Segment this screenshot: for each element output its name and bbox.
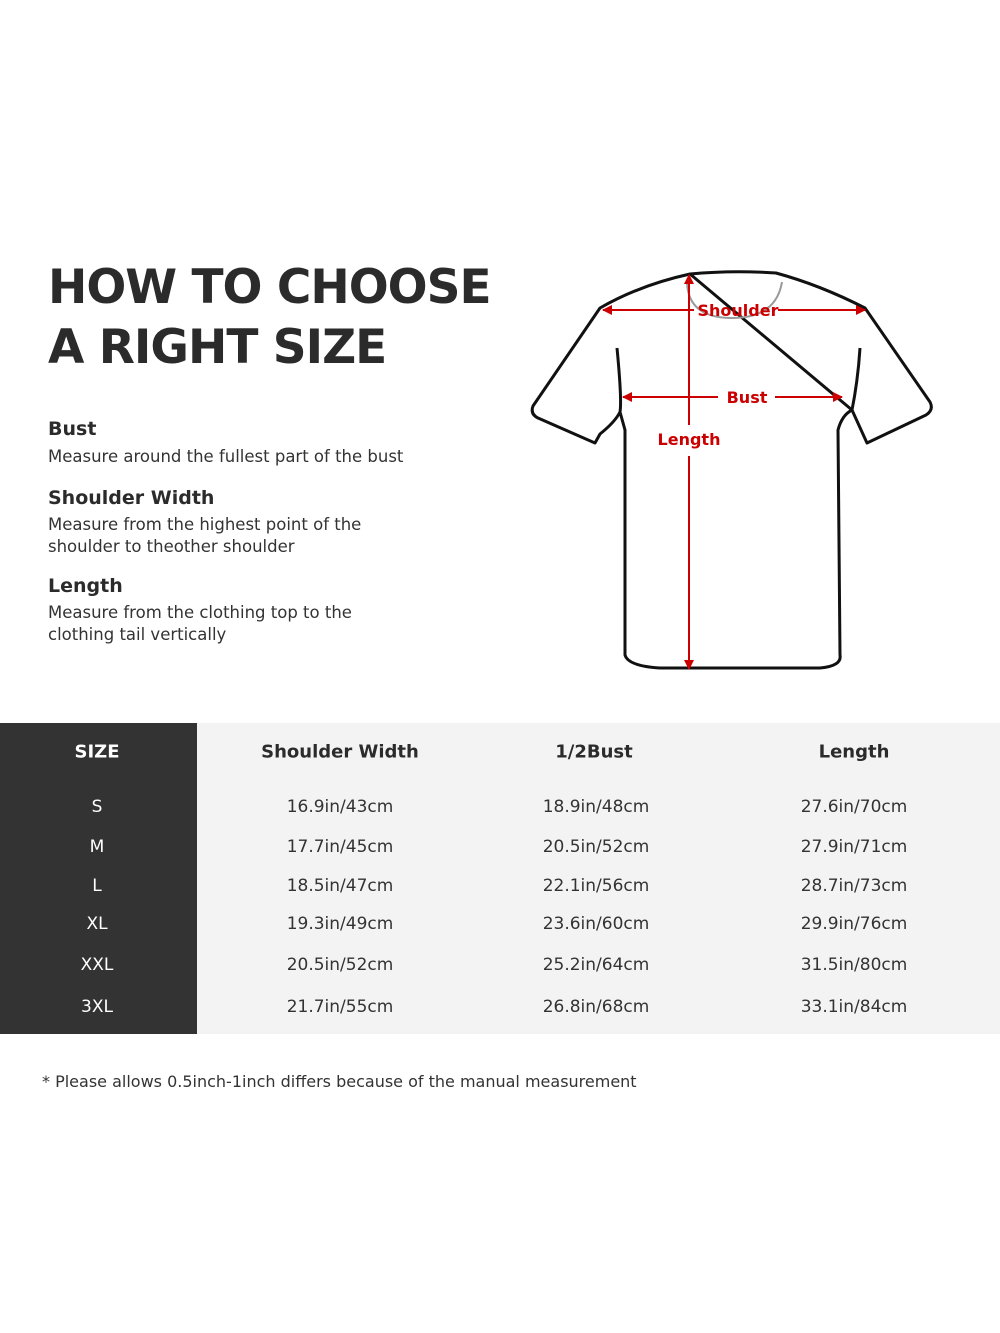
title-line-1: HOW TO CHOOSE [48, 260, 492, 315]
size-table: SIZE S M L XL XXL 3XL Shoulder Width 1/2… [0, 723, 1000, 1034]
length-cell: 28.7in/73cm [800, 876, 908, 896]
shoulder-width-cell: 19.3in/49cm [286, 914, 394, 934]
length-cell: 31.5in/80cm [800, 955, 908, 975]
size-cell: S [91, 797, 103, 817]
length-cell: 27.6in/70cm [800, 797, 908, 817]
shoulder-width-cell: 16.9in/43cm [286, 797, 394, 817]
length-description: Measure from the clothing top to the clo… [48, 603, 352, 644]
bust-heading: Bust [48, 418, 97, 440]
half-bust-cell: 22.1in/56cm [542, 876, 650, 896]
header-length: Length [818, 741, 890, 763]
page-title: HOW TO CHOOSE A RIGHT SIZE [48, 258, 492, 378]
length-heading: Length [48, 575, 123, 597]
shoulder-width-heading: Shoulder Width [48, 487, 215, 509]
half-bust-cell: 18.9in/48cm [542, 797, 650, 817]
half-bust-cell: 25.2in/64cm [542, 955, 650, 975]
size-cell: L [92, 876, 102, 896]
title-line-2: A RIGHT SIZE [48, 320, 387, 375]
size-column: SIZE S M L XL XXL 3XL [0, 723, 197, 1034]
measurement-note: * Please allows 0.5inch-1inch differs be… [42, 1072, 637, 1091]
shoulder-width-cell: 21.7in/55cm [286, 997, 394, 1017]
half-bust-cell: 20.5in/52cm [542, 837, 650, 857]
header-half-bust: 1/2Bust [555, 741, 633, 763]
shoulder-width-cell: 20.5in/52cm [286, 955, 394, 975]
size-cell: XL [86, 914, 108, 934]
bust-label: Bust [727, 388, 768, 407]
shoulder-width-cell: 18.5in/47cm [286, 876, 394, 896]
header-shoulder-width: Shoulder Width [261, 741, 419, 763]
length-cell: 27.9in/71cm [800, 837, 908, 857]
length-cell: 29.9in/76cm [800, 914, 908, 934]
shoulder-label: Shoulder [698, 301, 779, 320]
shoulder-width-description: Measure from the highest point of the sh… [48, 515, 362, 556]
half-bust-cell: 23.6in/60cm [542, 914, 650, 934]
size-cell: XXL [80, 955, 114, 975]
length-label: Length [658, 430, 721, 449]
size-cell: 3XL [81, 997, 113, 1017]
size-cell: M [89, 837, 105, 857]
shoulder-width-cell: 17.7in/45cm [286, 837, 394, 857]
tshirt-diagram: Shoulder Bust Length [530, 270, 933, 670]
bust-description: Measure around the fullest part of the b… [48, 447, 404, 466]
tshirt-neckline [686, 281, 783, 320]
half-bust-cell: 26.8in/68cm [542, 997, 650, 1017]
tshirt-outline [530, 270, 933, 670]
header-size: SIZE [74, 741, 120, 763]
length-cell: 33.1in/84cm [800, 997, 908, 1017]
